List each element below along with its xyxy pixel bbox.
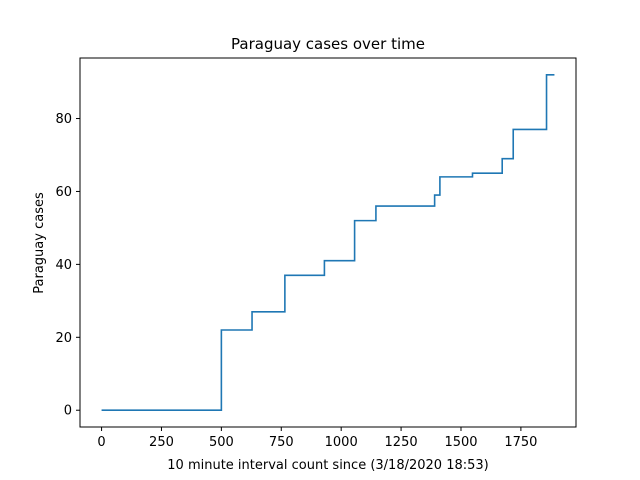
x-tick-label: 1750 (504, 435, 537, 450)
x-tick-label: 0 (97, 435, 105, 450)
y-tick-label: 20 (55, 331, 72, 346)
x-tick-label: 1500 (444, 435, 477, 450)
plot-frame (79, 57, 577, 428)
plot-area (101, 73, 555, 412)
x-tick-label: 1250 (385, 435, 418, 450)
x-axis: 0 250 500 750 1000 1250 1500 1750 (97, 427, 537, 450)
x-tick-label: 1000 (325, 435, 358, 450)
y-tick-label: 0 (64, 404, 72, 419)
y-tick-label: 80 (55, 112, 72, 127)
series-line-0 (101, 73, 555, 412)
x-tick-label: 500 (209, 435, 234, 450)
y-axis-label: Paraguay cases (32, 192, 47, 294)
chart-title: Paraguay cases over time (231, 35, 425, 53)
y-axis: 0 20 40 60 80 (55, 112, 80, 419)
x-tick-label: 250 (149, 435, 174, 450)
y-tick-label: 40 (55, 258, 72, 273)
x-tick-label: 750 (269, 435, 294, 450)
y-tick-label: 60 (55, 185, 72, 200)
x-axis-label: 10 minute interval count since (3/18/202… (167, 458, 488, 473)
